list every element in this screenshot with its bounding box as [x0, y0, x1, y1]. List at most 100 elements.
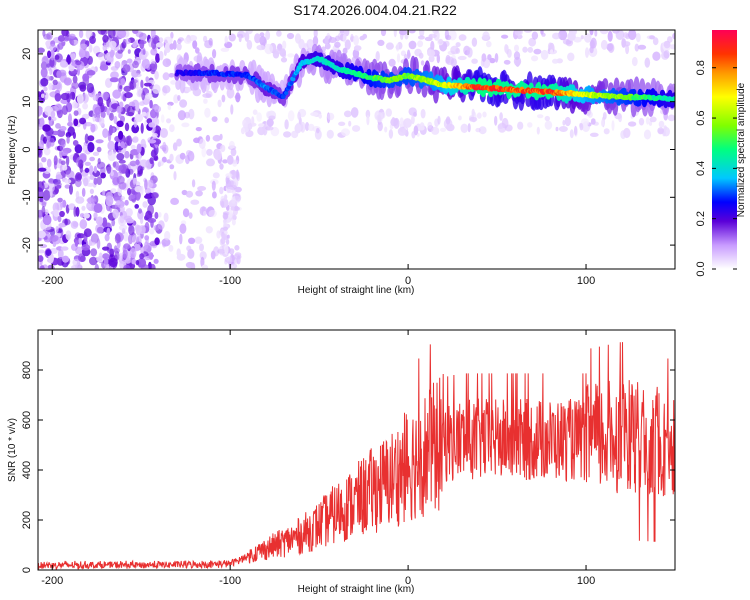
heatmap-cell [652, 51, 661, 61]
heatmap-cell [125, 111, 134, 117]
heatmap-cell [600, 39, 608, 50]
heatmap-cell [287, 110, 295, 122]
heatmap-cell [552, 58, 559, 64]
heatmap-cell [446, 123, 455, 132]
heatmap-cell [377, 39, 385, 47]
heatmap-cell [38, 181, 45, 192]
heatmap-cell [68, 65, 75, 72]
colorbar: 0.0 0.2 0.4 0.6 0.8 Normalized spectral ampl… [695, 30, 747, 277]
heatmap-cell [380, 30, 387, 37]
heatmap-cell [200, 256, 205, 268]
heatmap-cell [102, 190, 106, 196]
heatmap-cell [231, 177, 239, 188]
heatmap-ytick-label: 20 [21, 48, 33, 60]
heatmap-cell [247, 123, 253, 130]
heatmap-cell [221, 94, 226, 103]
heatmap-cell [163, 212, 169, 223]
heatmap-cell [208, 209, 217, 218]
heatmap-cell [282, 40, 287, 50]
heatmap-cell [427, 49, 436, 57]
heatmap-cell [49, 186, 53, 198]
heatmap-cell [75, 60, 82, 66]
heatmap-cell [68, 203, 76, 211]
heatmap-cell [218, 245, 225, 256]
heatmap-cell [64, 179, 72, 184]
heatmap-cell [98, 252, 103, 261]
heatmap-cell [38, 230, 46, 239]
heatmap-cell [117, 49, 123, 54]
heatmap-cell [45, 249, 52, 256]
heatmap-cell [39, 197, 44, 203]
heatmap-cell [57, 215, 62, 223]
heatmap-cell [82, 73, 90, 82]
heatmap-cell [116, 200, 121, 206]
heatmap-cell [186, 245, 192, 252]
heatmap-cell [552, 32, 561, 40]
heatmap-cell [109, 101, 113, 112]
heatmap-cell [170, 31, 174, 39]
heatmap-cell [64, 218, 68, 226]
snr-ylabel: SNR (10 * v/v) [7, 418, 18, 482]
heatmap-cell [231, 218, 236, 226]
heatmap-cell [41, 55, 49, 65]
heatmap-cell [93, 203, 103, 214]
heatmap-cell [420, 60, 425, 66]
snr-panel: -200 -100 0 100 0 200 400 600 800 Height of stra… [7, 329, 676, 595]
heatmap-cell [399, 30, 407, 36]
heatmap-cell [79, 213, 85, 218]
heatmap-cell [197, 186, 207, 191]
heatmap-cell [107, 248, 115, 254]
heatmap-cell [48, 57, 57, 68]
heatmap-cell [83, 212, 90, 219]
snr-frame [37, 329, 676, 571]
heatmap-cell [83, 228, 92, 238]
heatmap-cell [107, 30, 116, 39]
heatmap-cell [57, 248, 64, 260]
heatmap-cell [139, 159, 149, 168]
heatmap-cell [124, 122, 130, 132]
heatmap-cell [130, 247, 137, 259]
heatmap-cell [99, 116, 105, 127]
heatmap-cell [590, 118, 596, 125]
heatmap-cell [89, 188, 94, 195]
heatmap-cell [149, 157, 154, 165]
heatmap-cell [60, 92, 70, 101]
heatmap-cell [107, 140, 115, 151]
heatmap-cell [153, 36, 159, 45]
heatmap-cell [350, 33, 354, 43]
heatmap-cell [152, 132, 158, 138]
heatmap-cell [476, 112, 482, 119]
heatmap-cell [43, 33, 51, 40]
heatmap-cell [246, 40, 253, 50]
heatmap-cell [237, 33, 244, 39]
heatmap-cell [49, 234, 59, 242]
heatmap-cell [135, 159, 140, 166]
heatmap-cell [603, 128, 610, 135]
heatmap-cell [116, 120, 124, 128]
heatmap-cell [279, 48, 286, 57]
heatmap-cell [210, 250, 216, 260]
heatmap-cell [72, 258, 80, 267]
heatmap-cell [54, 54, 60, 60]
heatmap-cell [123, 264, 131, 269]
heatmap-cell [431, 126, 440, 135]
heatmap-cell [230, 169, 237, 180]
heatmap-cell [38, 249, 45, 254]
heatmap-cell [177, 95, 181, 101]
heatmap-cell [87, 142, 95, 153]
heatmap-cell [102, 128, 109, 139]
heatmap-cell [564, 116, 571, 127]
heatmap-cell [159, 128, 168, 138]
heatmap-cell [265, 30, 271, 40]
heatmap-cell [149, 228, 155, 235]
heatmap-cell [531, 55, 539, 62]
heatmap-cell [212, 172, 220, 179]
heatmap-cell [438, 39, 444, 45]
heatmap-cell [92, 151, 100, 156]
heatmap-cell [230, 206, 235, 211]
heatmap-cell [528, 37, 537, 47]
heatmap-cell [228, 208, 233, 219]
heatmap-cell [135, 259, 140, 266]
heatmap-cell [627, 78, 634, 92]
heatmap-cell [272, 49, 282, 55]
